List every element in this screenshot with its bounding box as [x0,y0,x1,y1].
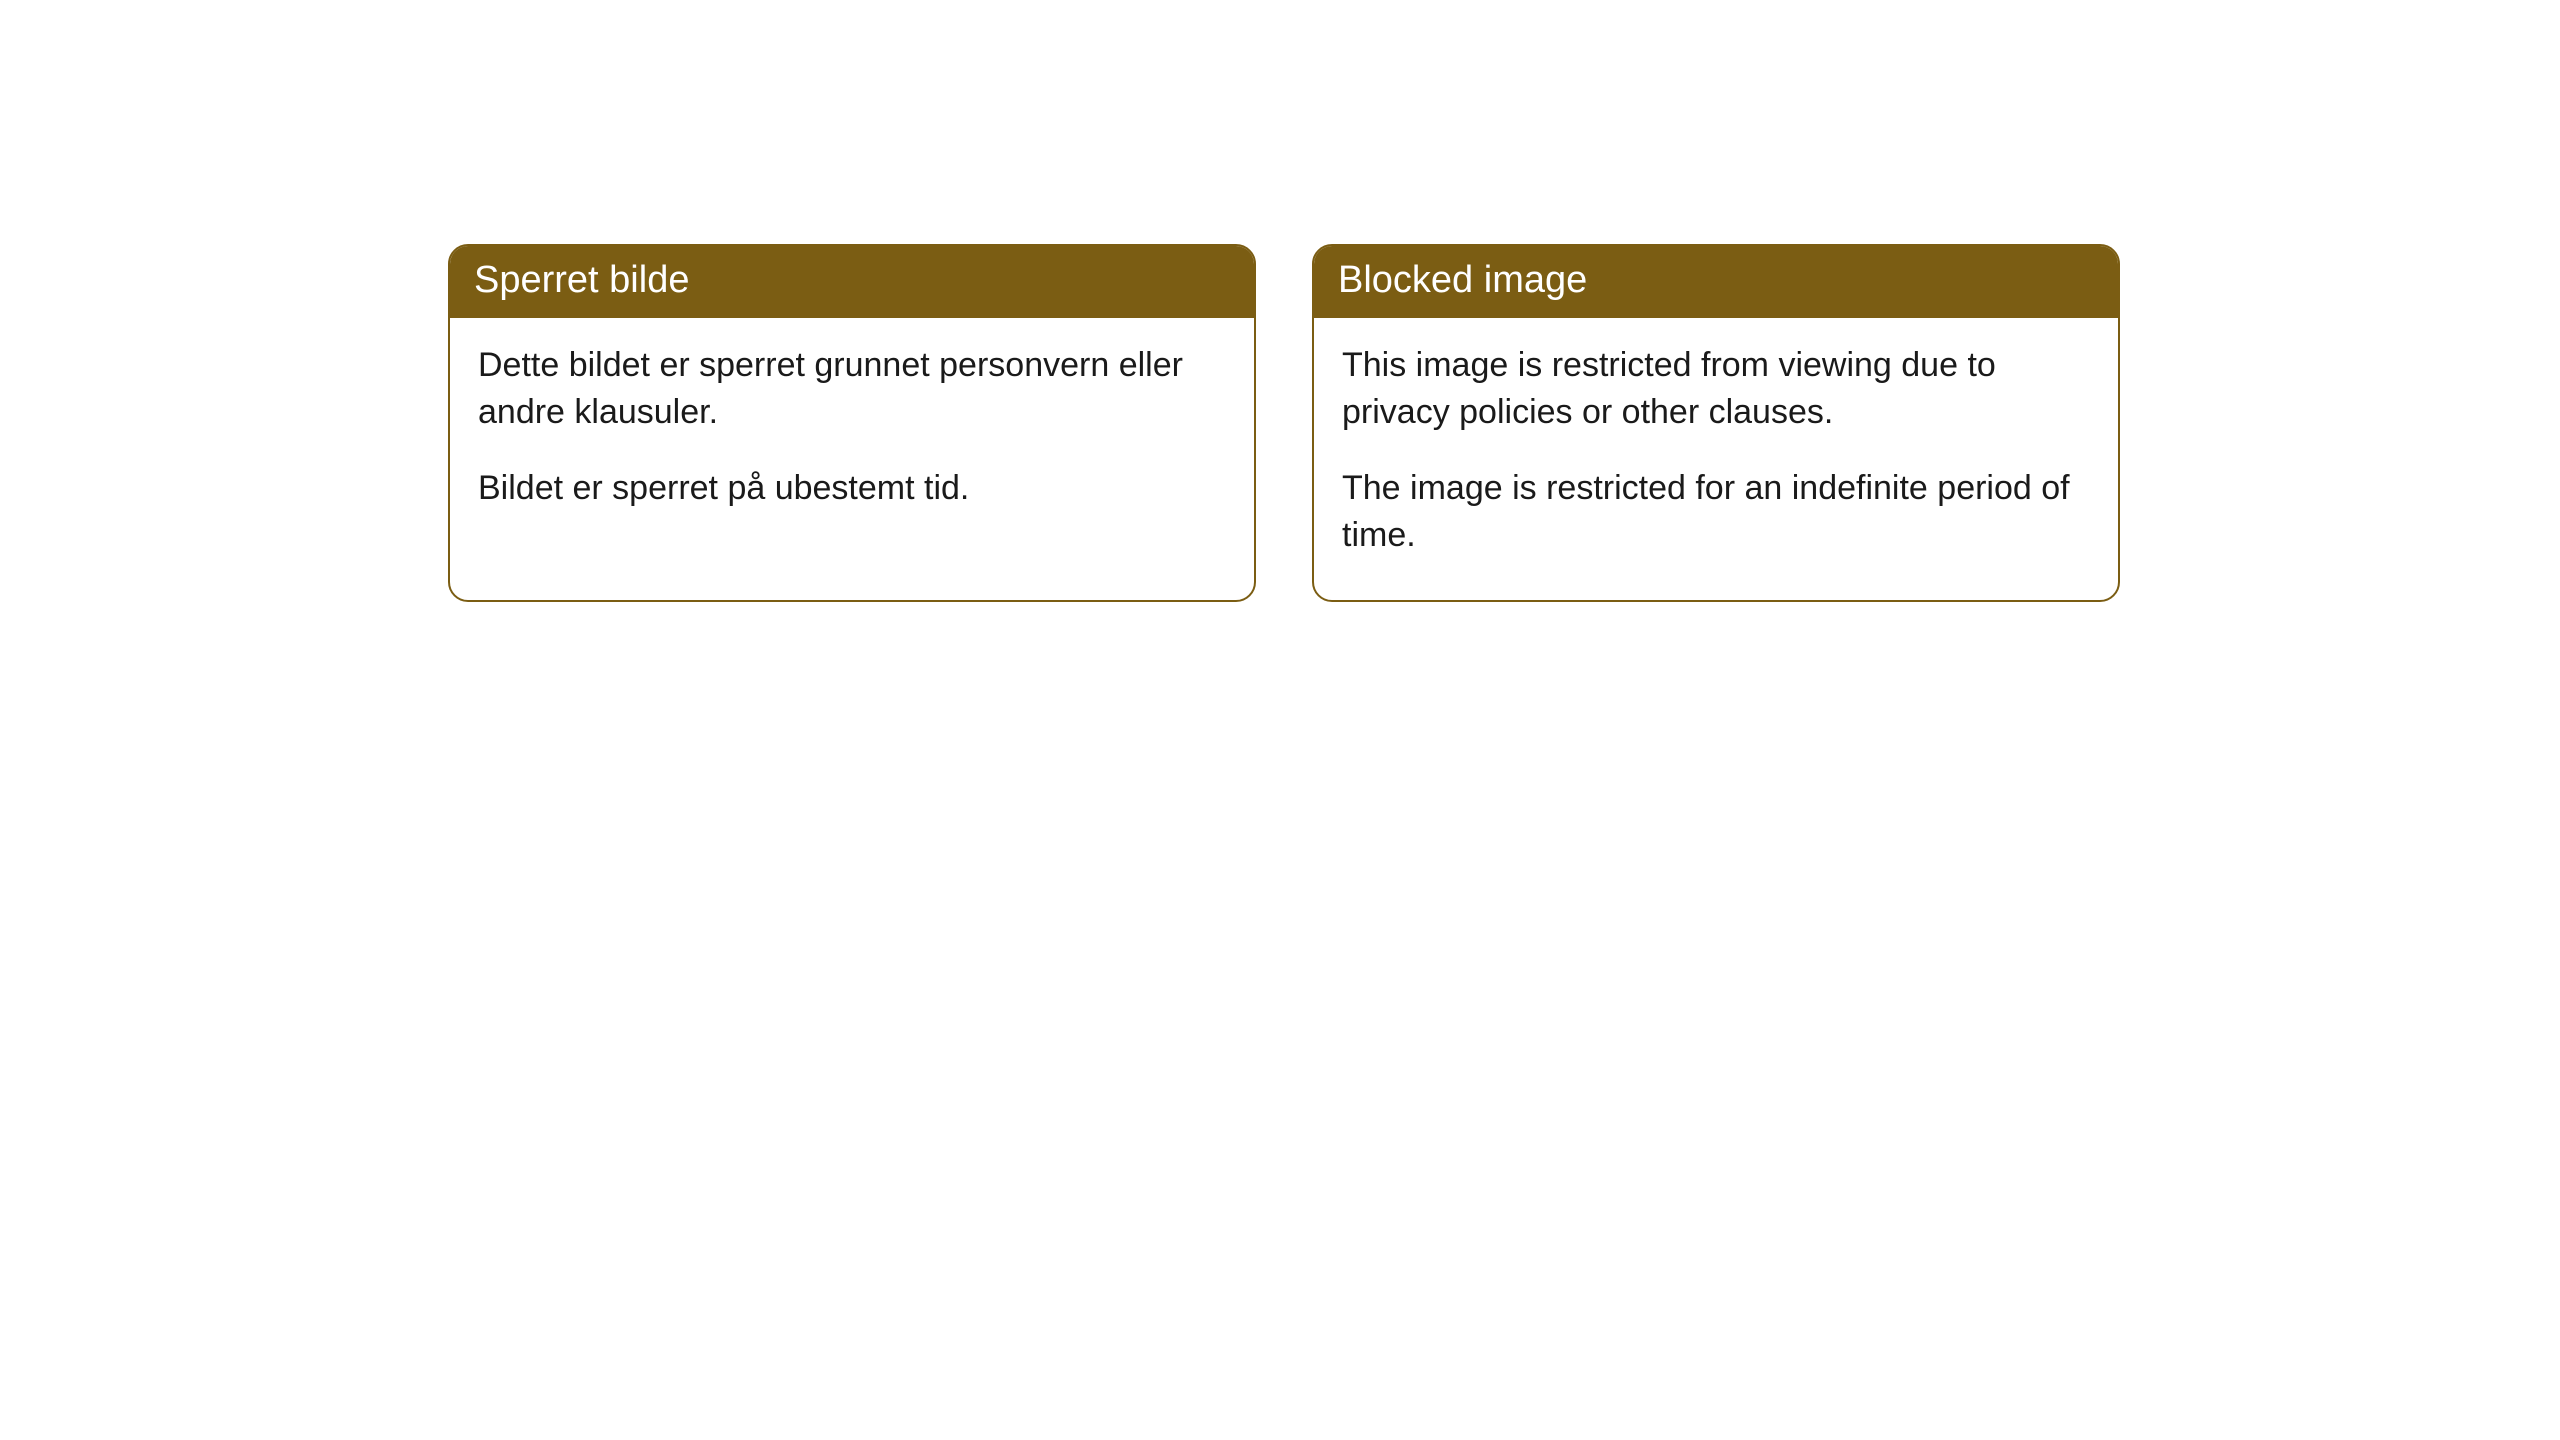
card-header-english: Blocked image [1314,246,2118,318]
notice-container: Sperret bilde Dette bildet er sperret gr… [0,0,2560,602]
card-text-english-2: The image is restricted for an indefinit… [1342,465,2090,560]
card-body-norwegian: Dette bildet er sperret grunnet personve… [450,318,1254,553]
blocked-image-card-norwegian: Sperret bilde Dette bildet er sperret gr… [448,244,1256,602]
card-body-english: This image is restricted from viewing du… [1314,318,2118,600]
card-text-english-1: This image is restricted from viewing du… [1342,342,2090,437]
blocked-image-card-english: Blocked image This image is restricted f… [1312,244,2120,602]
card-text-norwegian-2: Bildet er sperret på ubestemt tid. [478,465,1226,513]
card-header-norwegian: Sperret bilde [450,246,1254,318]
card-text-norwegian-1: Dette bildet er sperret grunnet personve… [478,342,1226,437]
